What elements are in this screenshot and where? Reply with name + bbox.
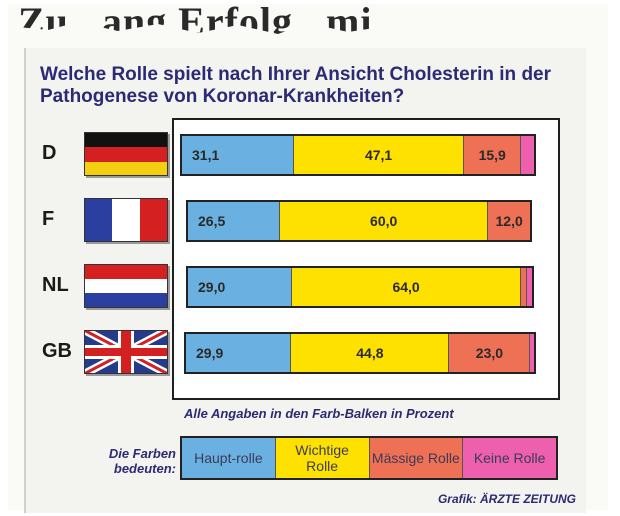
bar-segment-gb-wichtig: 44,8	[291, 334, 450, 372]
bar-segment-nl-wichtig: 64,0	[291, 268, 522, 306]
country-label-gb: GB	[42, 340, 72, 362]
bar-segment-d-haupt: 31,1	[182, 136, 295, 174]
country-label-f: F	[42, 208, 55, 230]
bar-segment-d-keine	[521, 136, 534, 174]
bar-segment-nl-massig	[521, 268, 527, 306]
credit-brand: ÄRZTE ZEITUNG	[480, 492, 576, 506]
legend-title: Die Farben bedeuten:	[108, 446, 176, 476]
france-flag-icon	[84, 198, 168, 242]
legend-item-keine: Keine Rolle	[463, 438, 556, 478]
legend: Haupt-rolle Wichtige Rolle Mässige Rolle Ke…	[180, 436, 558, 480]
unit-note: Alle Angaben in den Farb-Balken in Proze…	[184, 406, 454, 421]
stacked-bar-nl: 29,0 64,0	[186, 266, 534, 308]
credit-line: Grafik: ÄRZTE ZEITUNG	[438, 492, 576, 506]
bar-segment-d-massig: 15,9	[464, 136, 522, 174]
netherlands-flag-icon	[84, 264, 168, 308]
stacked-bar-d: 31,1 47,1 15,9	[180, 134, 536, 176]
torn-paper-edge	[8, 22, 608, 48]
bar-segment-gb-massig: 23,0	[449, 334, 531, 372]
stacked-bar-gb: 29,9 44,8 23,0	[184, 332, 536, 374]
bar-segment-nl-haupt: 29,0	[188, 268, 292, 306]
bar-segment-f-haupt: 26,5	[188, 202, 280, 240]
uk-flag-icon	[84, 330, 168, 374]
bar-segment-f-massig: 12,0	[488, 202, 530, 240]
chart-title: Welche Rolle spielt nach Ihrer Ansicht C…	[40, 64, 552, 107]
legend-item-haupt: Haupt-rolle	[182, 438, 276, 478]
bar-segment-gb-haupt: 29,9	[186, 334, 292, 372]
legend-item-massig: Mässige Rolle	[369, 438, 464, 478]
stacked-bar-f: 26,5 60,0 12,0	[186, 200, 532, 242]
country-label-nl: NL	[42, 274, 69, 296]
legend-item-wichtig: Wichtige Rolle	[275, 438, 370, 478]
bar-segment-d-wichtig: 47,1	[294, 136, 465, 174]
bar-segment-nl-keine	[526, 268, 532, 306]
germany-flag-icon	[84, 132, 168, 176]
country-label-d: D	[42, 142, 57, 164]
credit-prefix: Grafik:	[437, 492, 477, 506]
bar-segment-f-wichtig: 60,0	[280, 202, 489, 240]
bar-segment-gb-keine	[530, 334, 534, 372]
